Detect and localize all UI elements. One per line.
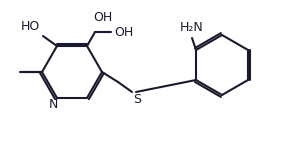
Text: HO: HO	[21, 20, 40, 33]
Text: H₂N: H₂N	[180, 21, 204, 34]
Text: N: N	[48, 99, 58, 111]
Text: OH: OH	[93, 11, 113, 24]
Text: S: S	[133, 93, 141, 106]
Text: OH: OH	[114, 26, 133, 39]
